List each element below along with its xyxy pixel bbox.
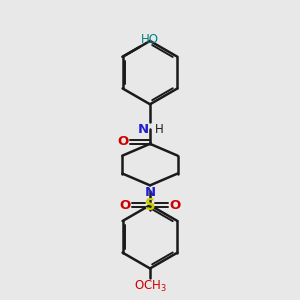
Text: N: N xyxy=(138,123,149,136)
Text: O: O xyxy=(170,199,181,212)
Text: HO: HO xyxy=(141,33,159,46)
Text: N: N xyxy=(144,186,156,200)
Text: O: O xyxy=(117,135,128,148)
Text: H: H xyxy=(155,123,164,136)
Text: OCH$_3$: OCH$_3$ xyxy=(134,279,166,294)
Text: S: S xyxy=(145,198,155,213)
Text: O: O xyxy=(119,199,130,212)
